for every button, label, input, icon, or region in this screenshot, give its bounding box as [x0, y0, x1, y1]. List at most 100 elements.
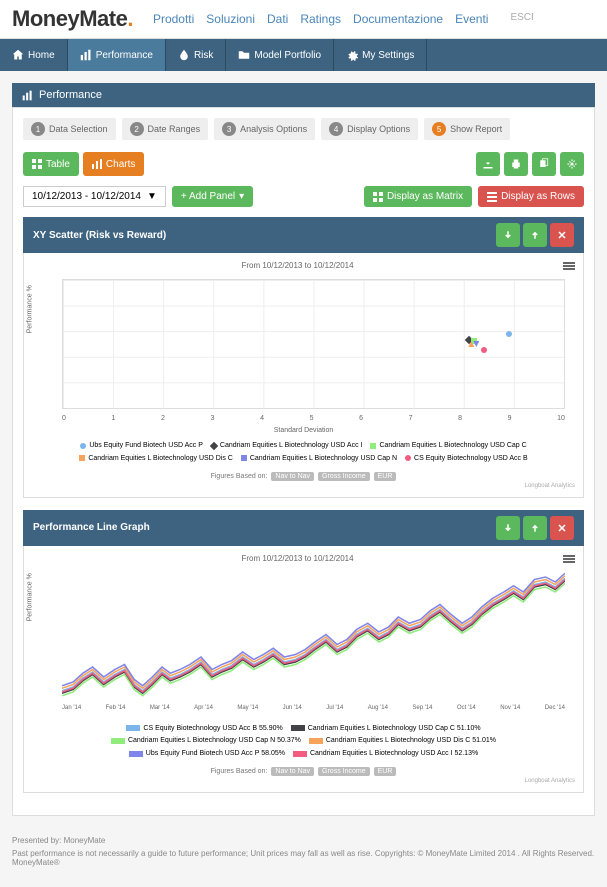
nav-settings[interactable]: My Settings — [334, 39, 427, 71]
legend-item[interactable]: Candriam Equities L Biotechnology USD Ca… — [370, 440, 526, 451]
xtick: Jan '14 — [62, 705, 81, 711]
add-panel-button[interactable]: + Add Panel ▾ — [172, 186, 253, 207]
xtick: 0 — [62, 415, 66, 422]
table-button[interactable]: Table — [23, 152, 79, 176]
scatter-point[interactable] — [506, 331, 512, 337]
nav-documentazione[interactable]: Documentazione — [353, 12, 443, 26]
scatter-xticks: 012345678910 — [62, 415, 565, 422]
grid-icon — [373, 192, 383, 202]
legend-item[interactable]: Candriam Equities L Biotechnology USD Ac… — [293, 748, 478, 759]
nav-home[interactable]: Home — [0, 39, 68, 71]
figures-text: Figures Based on: — [211, 473, 268, 480]
xtick: Nov '14 — [500, 705, 520, 711]
charts-button[interactable]: Charts — [83, 152, 144, 176]
legend-item[interactable]: Candriam Equities L Biotechnology USD Ca… — [291, 723, 481, 734]
nav-risk[interactable]: Risk — [166, 39, 226, 71]
scatter-down-button[interactable] — [496, 223, 520, 247]
line-legend: CS Equity Biotechnology USD Acc B 55.90%… — [32, 723, 575, 761]
gear-icon — [346, 49, 358, 61]
step-3[interactable]: 3 Analysis Options — [214, 118, 315, 140]
legend-marker — [241, 455, 247, 461]
nav-soluzioni[interactable]: Soluzioni — [206, 12, 255, 26]
chevron-down-icon: ▼ — [147, 191, 157, 202]
nav-model-portfolio[interactable]: Model Portfolio — [226, 39, 334, 71]
nav-eventi[interactable]: Eventi — [455, 12, 488, 26]
display-matrix-button[interactable]: Display as Matrix — [364, 186, 472, 207]
legend-label: Ubs Equity Fund Biotech USD Acc P 58.05% — [146, 748, 285, 759]
gear-icon — [566, 158, 578, 170]
logo-part1: Money — [12, 6, 79, 31]
export-button[interactable] — [476, 152, 500, 176]
copy-button[interactable] — [532, 152, 556, 176]
step-label: Show Report — [450, 124, 502, 134]
legend-marker — [126, 725, 140, 731]
nav-logout[interactable]: ESCI — [510, 12, 533, 26]
display-rows-button[interactable]: Display as Rows — [478, 186, 584, 207]
legend-item[interactable]: Ubs Equity Fund Biotech USD Acc P — [80, 440, 203, 451]
legend-item[interactable]: Candriam Equities L Biotechnology USD Ca… — [241, 453, 397, 464]
scatter-point[interactable] — [481, 347, 487, 353]
legend-marker — [111, 738, 125, 744]
legend-item[interactable]: CS Equity Biotechnology USD Acc B — [405, 453, 528, 464]
nav-dati[interactable]: Dati — [267, 12, 288, 26]
nav-performance[interactable]: Performance — [68, 39, 166, 71]
nav-ratings[interactable]: Ratings — [300, 12, 341, 26]
step-num: 4 — [329, 122, 343, 136]
xtick: Sep '14 — [412, 705, 432, 711]
xtick: May '14 — [237, 705, 258, 711]
legend-item[interactable]: Candriam Equities L Biotechnology USD Di… — [79, 453, 232, 464]
legend-item[interactable]: Candriam Equities L Biotechnology USD Ac… — [211, 440, 363, 451]
line-menu-button[interactable] — [563, 554, 575, 564]
tag-nav: Nav to Nav — [271, 767, 314, 776]
nav-prodotti[interactable]: Prodotti — [153, 12, 194, 26]
scatter-up-button[interactable] — [523, 223, 547, 247]
xtick: Aug '14 — [368, 705, 388, 711]
legend-marker — [80, 443, 86, 449]
display-rows-label: Display as Rows — [501, 191, 575, 202]
line-series[interactable] — [62, 579, 565, 692]
step-label: Analysis Options — [240, 124, 307, 134]
tag-nav: Nav to Nav — [271, 472, 314, 481]
logo-dot: . — [127, 6, 133, 31]
step-1[interactable]: 1Data Selection — [23, 118, 116, 140]
xtick: Apr '14 — [194, 705, 213, 711]
arrow-down-icon — [502, 229, 514, 241]
main-panel: 1Data Selection 2Date Ranges 3 Analysis Opt… — [12, 107, 595, 816]
legend-label: Candriam Equities L Biotechnology USD Ca… — [308, 723, 481, 734]
step-5[interactable]: 5Show Report — [424, 118, 510, 140]
footer-disclaimer: Past performance is not necessarily a gu… — [12, 849, 595, 867]
legend-item[interactable]: Candriam Equities L Biotechnology USD Ca… — [111, 735, 301, 746]
nav-home-label: Home — [28, 50, 55, 61]
step-4[interactable]: 4Display Options — [321, 118, 418, 140]
content: Performance 1Data Selection2Date Ranges3… — [0, 71, 607, 887]
date-range-select[interactable]: 10/12/2013 - 10/12/2014 ▼ — [23, 186, 166, 207]
xtick: Dec '14 — [545, 705, 565, 711]
arrow-up-icon — [529, 522, 541, 534]
scatter-menu-button[interactable] — [563, 261, 575, 271]
legend-item[interactable]: CS Equity Biotechnology USD Acc B 55.90% — [126, 723, 282, 734]
line-series[interactable] — [62, 573, 565, 686]
step-2[interactable]: 2Date Ranges — [122, 118, 209, 140]
arrow-up-icon — [529, 229, 541, 241]
scatter-container: From 10/12/2013 to 10/12/2014 Performanc… — [23, 253, 584, 498]
print-button[interactable] — [504, 152, 528, 176]
step-num: 3 — [222, 122, 236, 136]
legend-item[interactable]: Ubs Equity Fund Biotech USD Acc P 58.05% — [129, 748, 285, 759]
line-series[interactable] — [62, 580, 565, 693]
xtick: 1 — [112, 415, 116, 422]
charts-button-label: Charts — [106, 159, 135, 170]
line-series[interactable] — [62, 578, 565, 691]
xtick: 10 — [557, 415, 565, 422]
scatter-grid — [62, 279, 565, 409]
scatter-close-button[interactable] — [550, 223, 574, 247]
line-series[interactable] — [62, 575, 565, 688]
settings-button[interactable] — [560, 152, 584, 176]
xtick: 2 — [161, 415, 165, 422]
legend-label: CS Equity Biotechnology USD Acc B 55.90% — [143, 723, 282, 734]
line-close-button[interactable] — [550, 516, 574, 540]
xtick: Mar '14 — [150, 705, 170, 711]
line-down-button[interactable] — [496, 516, 520, 540]
line-up-button[interactable] — [523, 516, 547, 540]
legend-item[interactable]: Candriam Equities L Biotechnology USD Di… — [309, 735, 496, 746]
legend-label: Candriam Equities L Biotechnology USD Ca… — [379, 440, 526, 451]
